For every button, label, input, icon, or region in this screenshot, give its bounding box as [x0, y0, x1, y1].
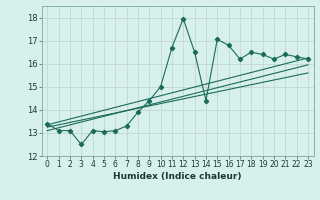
- X-axis label: Humidex (Indice chaleur): Humidex (Indice chaleur): [113, 172, 242, 181]
